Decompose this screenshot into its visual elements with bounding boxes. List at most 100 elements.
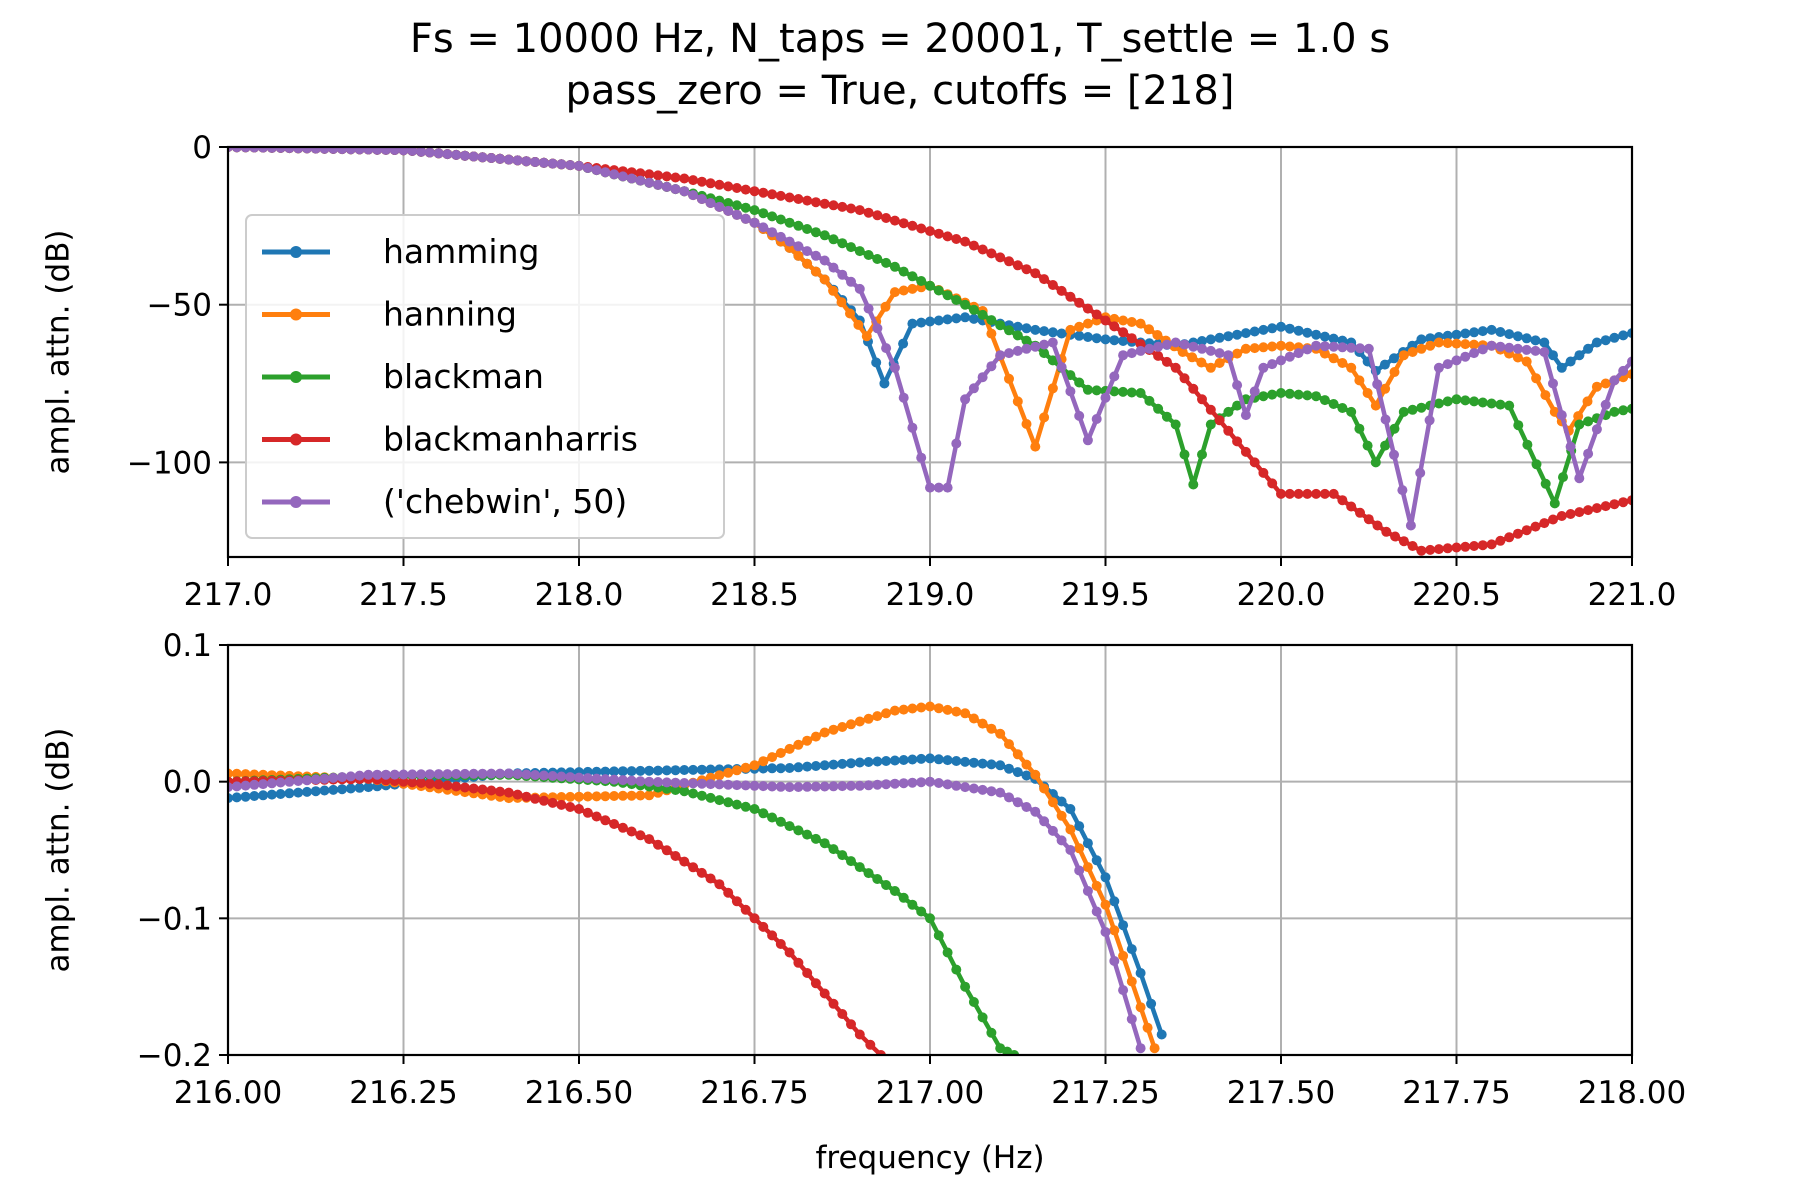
data-point bbox=[644, 177, 655, 188]
data-point bbox=[1442, 543, 1453, 554]
data-point bbox=[1442, 330, 1453, 341]
data-point bbox=[1065, 370, 1076, 381]
data-point bbox=[1363, 343, 1374, 354]
data-point bbox=[477, 768, 488, 779]
data-point bbox=[1531, 459, 1542, 470]
data-point bbox=[898, 285, 909, 296]
data-point bbox=[696, 867, 707, 878]
data-point bbox=[1302, 344, 1313, 355]
data-point bbox=[1135, 1002, 1146, 1013]
data-point bbox=[1582, 396, 1593, 407]
data-point bbox=[609, 766, 620, 777]
data-point bbox=[1109, 956, 1120, 966]
data-point bbox=[1223, 331, 1234, 342]
data-point bbox=[275, 777, 286, 788]
data-point bbox=[793, 825, 804, 836]
data-point bbox=[1091, 906, 1102, 917]
data-point bbox=[968, 713, 979, 724]
data-point bbox=[477, 784, 488, 795]
data-point bbox=[310, 774, 321, 785]
data-point bbox=[653, 839, 663, 850]
data-point bbox=[635, 830, 646, 841]
data-point bbox=[758, 921, 769, 932]
data-point bbox=[705, 873, 716, 884]
data-point bbox=[1118, 920, 1129, 931]
data-point bbox=[266, 778, 277, 789]
data-point bbox=[740, 762, 751, 773]
data-point bbox=[372, 769, 383, 780]
data-point bbox=[1370, 457, 1381, 468]
data-point bbox=[1398, 536, 1409, 547]
data-point bbox=[1558, 472, 1568, 483]
data-point bbox=[1074, 377, 1085, 388]
data-point bbox=[705, 779, 716, 790]
data-point bbox=[275, 789, 286, 799]
data-point bbox=[644, 169, 655, 180]
data-point bbox=[723, 779, 734, 790]
data-point bbox=[1389, 367, 1400, 377]
data-point bbox=[784, 763, 795, 773]
data-point bbox=[793, 739, 804, 750]
data-point bbox=[1030, 324, 1041, 335]
data-point bbox=[1469, 327, 1480, 338]
data-point bbox=[731, 896, 742, 907]
data-point bbox=[1460, 339, 1471, 350]
data-point bbox=[793, 194, 804, 204]
data-point bbox=[828, 724, 839, 735]
data-point bbox=[1627, 369, 1632, 380]
data-point bbox=[942, 704, 953, 715]
data-point bbox=[442, 780, 453, 791]
data-point bbox=[933, 285, 944, 296]
data-point bbox=[1249, 326, 1260, 337]
data-point bbox=[872, 756, 883, 767]
data-point bbox=[644, 834, 655, 845]
data-point bbox=[1188, 383, 1199, 394]
data-point bbox=[951, 234, 962, 244]
data-point bbox=[1276, 388, 1286, 398]
data-point bbox=[1205, 345, 1216, 356]
data-point bbox=[1126, 317, 1137, 327]
data-point bbox=[1074, 843, 1085, 854]
data-point bbox=[609, 169, 620, 180]
data-point bbox=[1188, 341, 1199, 352]
data-point bbox=[1118, 386, 1128, 397]
data-point bbox=[433, 769, 444, 780]
data-point bbox=[228, 793, 233, 804]
data-point bbox=[1082, 886, 1093, 896]
data-point bbox=[977, 718, 988, 729]
data-point bbox=[775, 939, 786, 949]
data-point bbox=[1460, 328, 1471, 339]
series-line bbox=[228, 771, 1143, 1049]
data-point bbox=[688, 190, 699, 201]
data-point bbox=[486, 153, 497, 163]
data-point bbox=[337, 784, 348, 795]
data-point bbox=[819, 198, 830, 209]
data-point bbox=[960, 394, 971, 405]
data-point bbox=[828, 759, 839, 770]
data-point bbox=[1100, 315, 1111, 326]
data-point bbox=[416, 769, 427, 780]
data-point bbox=[740, 213, 751, 224]
data-point bbox=[635, 765, 646, 776]
data-point bbox=[1293, 325, 1304, 336]
data-point bbox=[933, 703, 944, 714]
data-point bbox=[802, 246, 813, 257]
data-point bbox=[714, 179, 725, 190]
data-point bbox=[503, 768, 514, 779]
data-point bbox=[1319, 341, 1330, 352]
x-tick-label: 216.25 bbox=[349, 1075, 457, 1111]
data-point bbox=[986, 315, 997, 326]
data-point bbox=[837, 758, 848, 769]
data-point bbox=[1407, 404, 1418, 415]
data-point bbox=[1012, 260, 1023, 271]
data-point bbox=[995, 728, 1006, 739]
data-point bbox=[688, 788, 699, 799]
data-point bbox=[863, 303, 874, 314]
data-point bbox=[942, 482, 953, 493]
data-point bbox=[258, 147, 269, 153]
data-point bbox=[228, 147, 233, 152]
data-point bbox=[617, 775, 628, 786]
data-point bbox=[424, 778, 435, 789]
data-point bbox=[1205, 419, 1216, 430]
data-point bbox=[933, 778, 944, 788]
